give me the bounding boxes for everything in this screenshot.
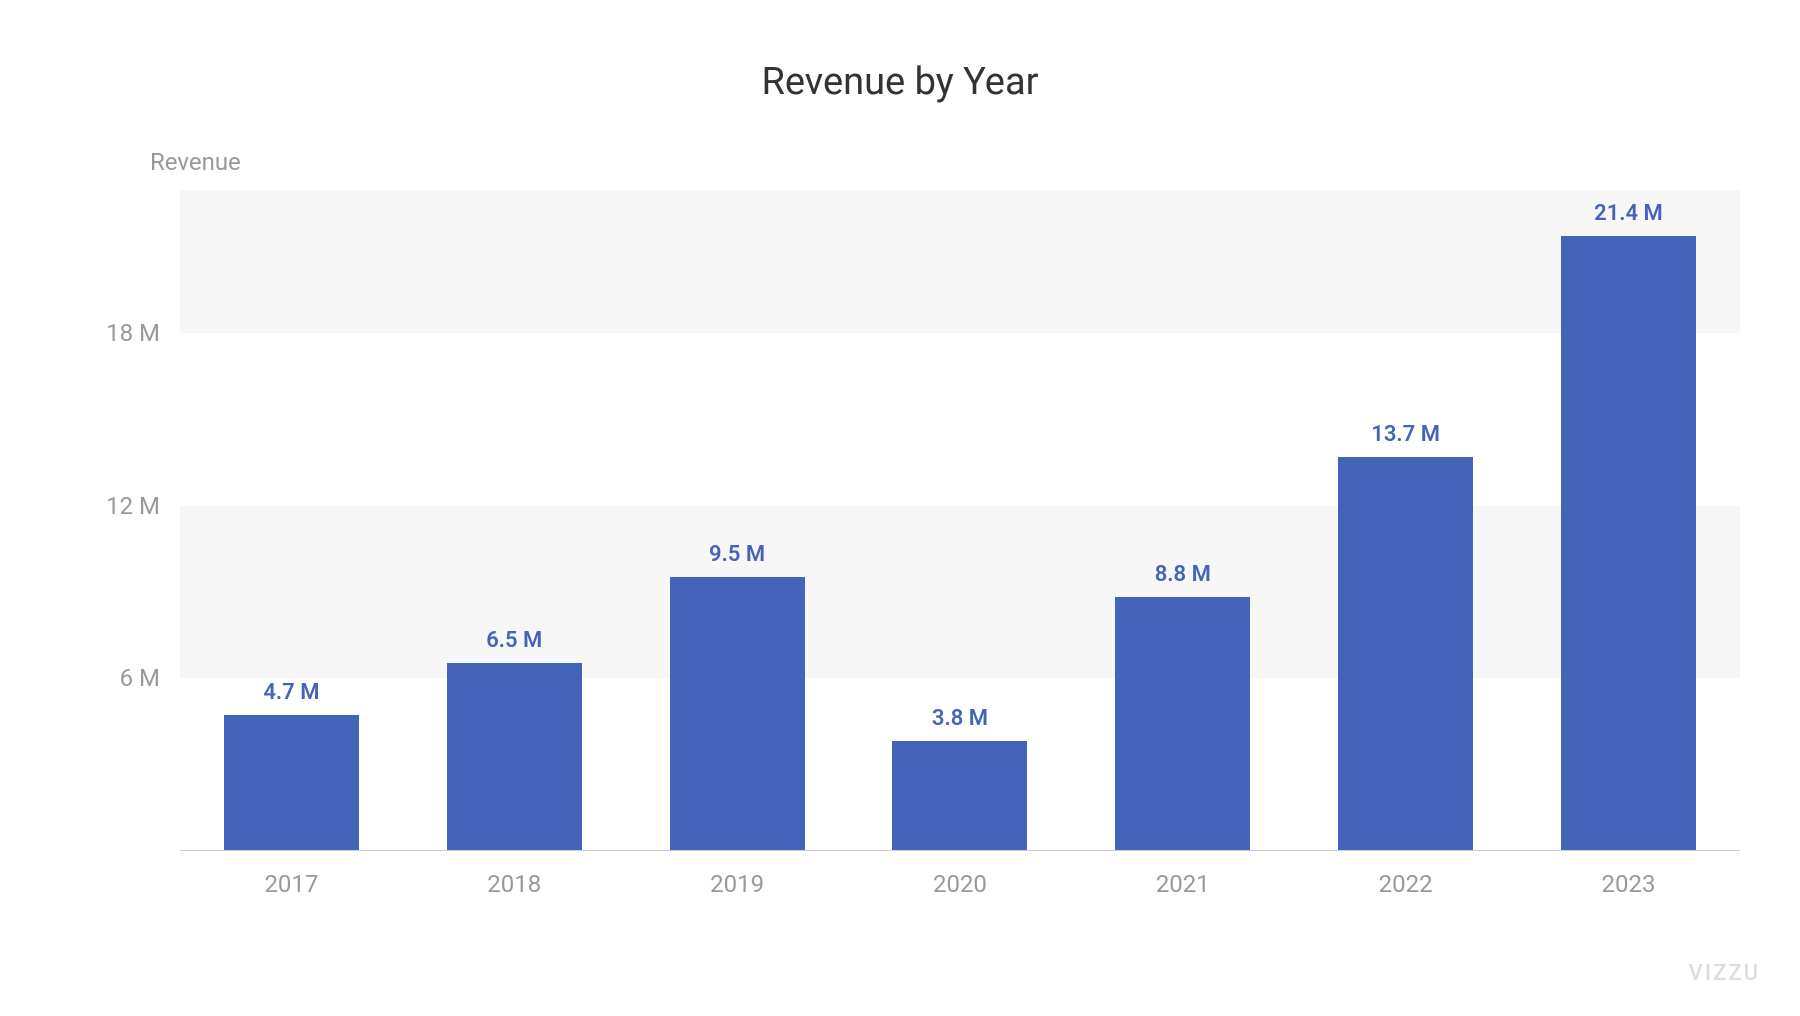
bar (892, 741, 1027, 850)
bar-value-label: 3.8 M (932, 706, 988, 731)
bar (1338, 457, 1473, 850)
x-axis-label: 2019 (626, 870, 849, 898)
chart-plot-area: 6 M12 M18 M 4.7 M6.5 M9.5 M3.8 M8.8 M13.… (180, 190, 1740, 850)
bar-group: 6.5 M (403, 628, 626, 850)
x-axis-label: 2018 (403, 870, 626, 898)
bar-group: 13.7 M (1294, 422, 1517, 850)
bar-value-label: 8.8 M (1155, 562, 1211, 587)
bar (447, 663, 582, 850)
x-axis-label: 2020 (849, 870, 1072, 898)
x-axis-label: 2023 (1517, 870, 1740, 898)
watermark-logo: VIZZU (1689, 961, 1760, 986)
bar-value-label: 21.4 M (1594, 201, 1663, 226)
bar-value-label: 13.7 M (1371, 422, 1440, 447)
bar-group: 3.8 M (849, 706, 1072, 850)
bar-group: 8.8 M (1071, 562, 1294, 850)
x-axis-label: 2021 (1071, 870, 1294, 898)
y-tick-label: 18 M (106, 319, 160, 347)
y-tick-label: 6 M (120, 664, 160, 692)
bar-value-label: 6.5 M (486, 628, 542, 653)
bar (1561, 236, 1696, 850)
y-tick-label: 12 M (106, 492, 160, 520)
chart-title: Revenue by Year (0, 0, 1800, 104)
bar (670, 577, 805, 850)
y-axis-label: Revenue (150, 148, 241, 176)
bars-container: 4.7 M 6.5 M 9.5 M 3.8 M 8.8 M 13.7 M 21.4 M (180, 190, 1740, 850)
bar (224, 715, 359, 850)
x-axis-label: 2022 (1294, 870, 1517, 898)
bar-value-label: 9.5 M (709, 542, 765, 567)
bar (1115, 597, 1250, 850)
bar-group: 9.5 M (626, 542, 849, 850)
x-axis-label: 2017 (180, 870, 403, 898)
bar-value-label: 4.7 M (263, 680, 319, 705)
bar-group: 4.7 M (180, 680, 403, 850)
bar-group: 21.4 M (1517, 201, 1740, 850)
x-axis-labels: 2017201820192020202120222023 (180, 870, 1740, 898)
x-axis-line (180, 850, 1740, 851)
